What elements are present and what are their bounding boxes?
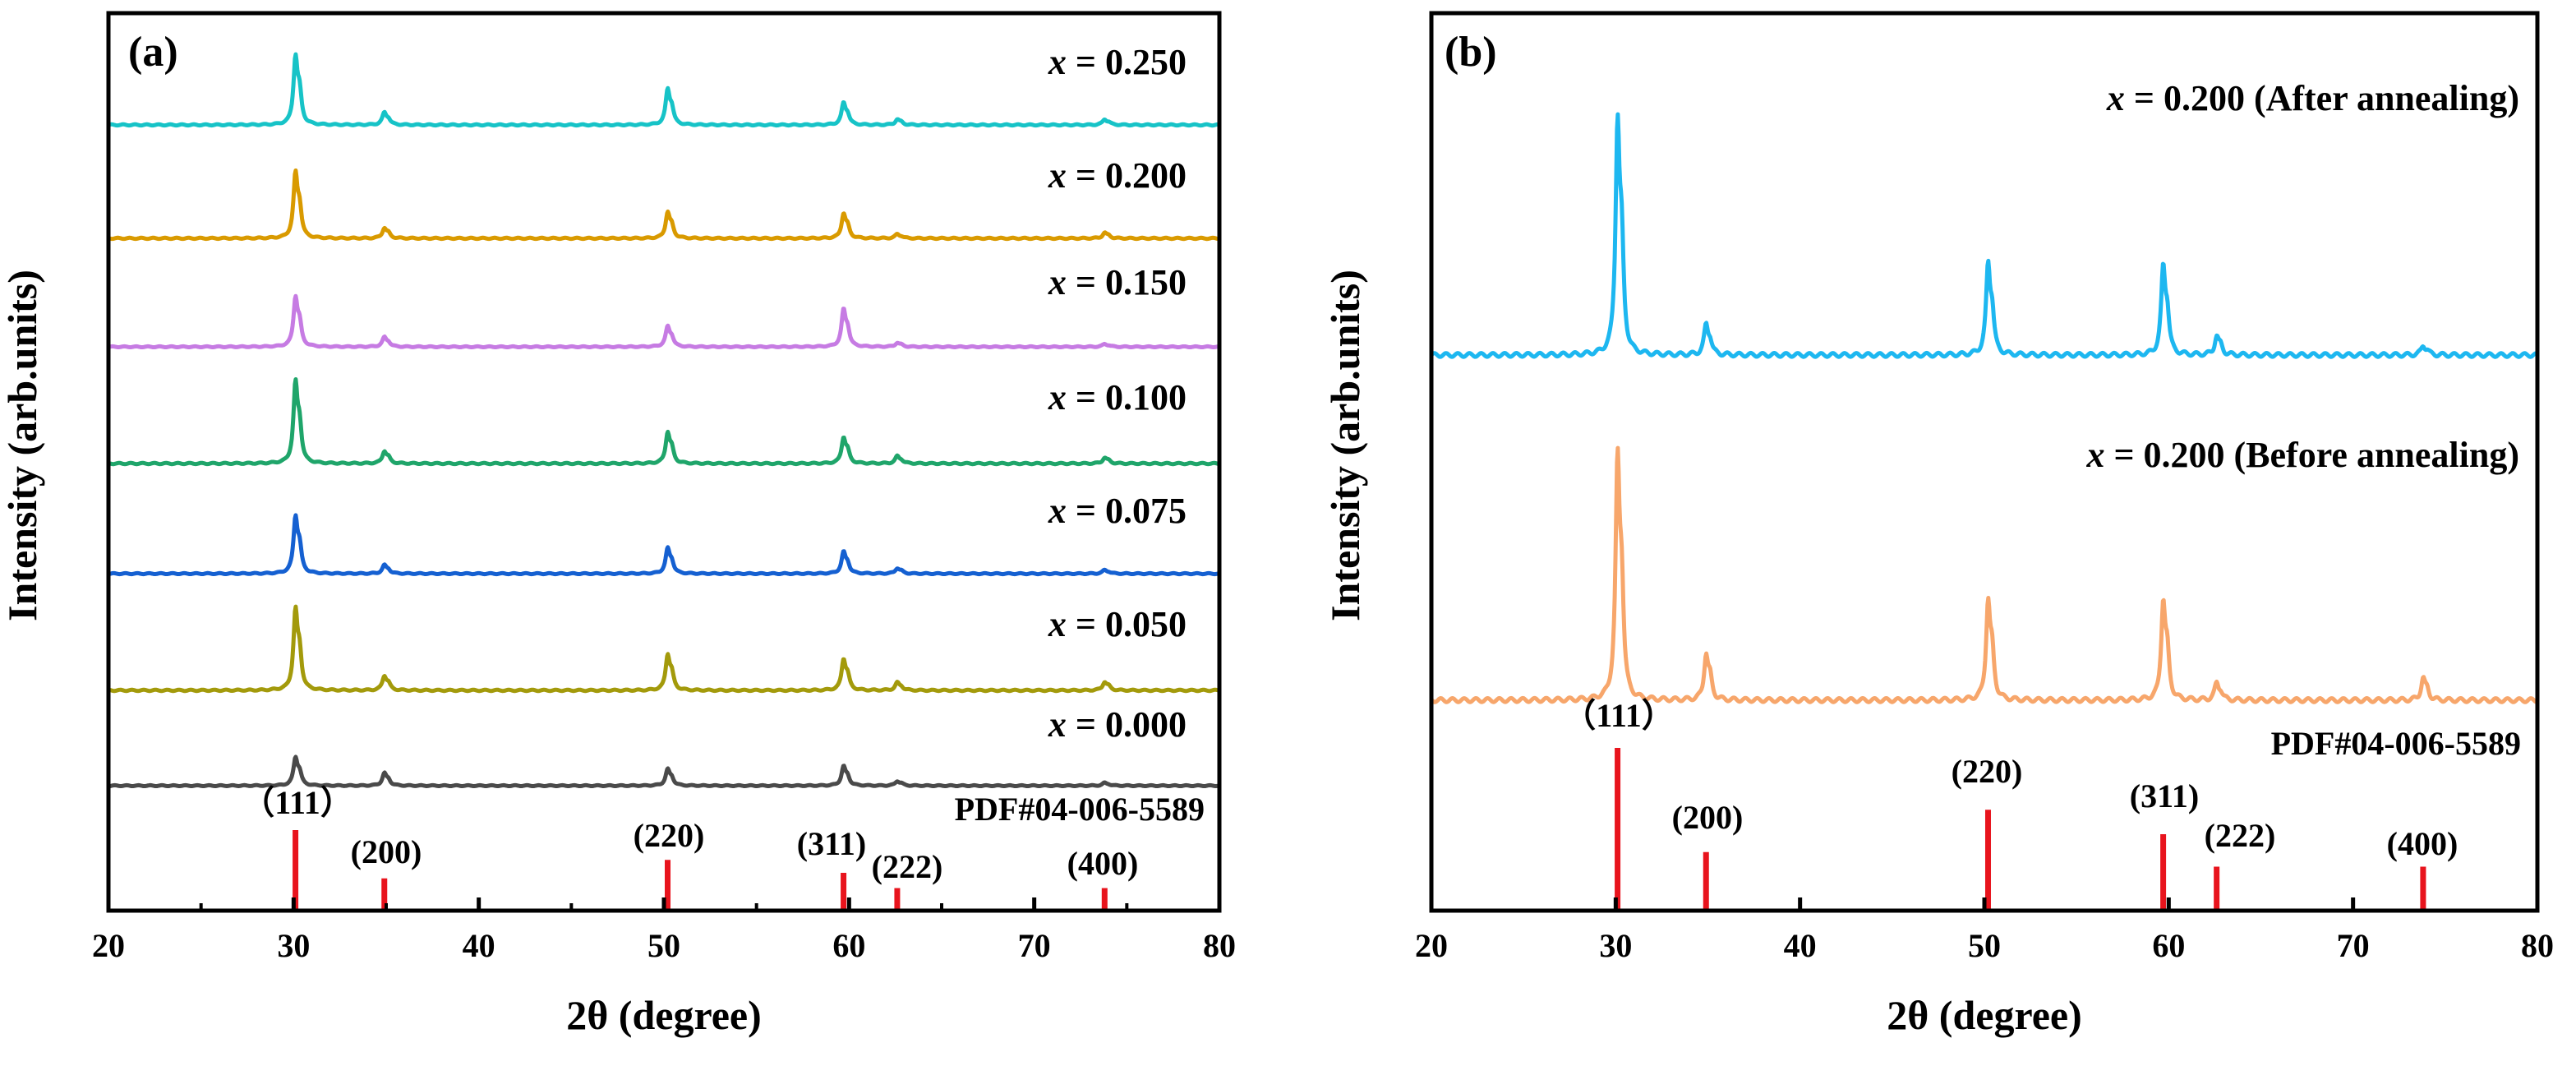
- x-tick-label: 20: [92, 927, 125, 964]
- series-label: x = 0.000: [1048, 704, 1187, 745]
- series-label-value: = 0.200 (Before annealing): [2104, 435, 2519, 475]
- y-axis-label: Intensity (arb.units): [1322, 270, 1368, 621]
- series-line: [107, 604, 1221, 694]
- series-line: [107, 293, 1221, 349]
- x-tick-label: 80: [2521, 927, 2554, 964]
- hkl-label: (400): [1067, 845, 1139, 882]
- y-axis-label: Intensity (arb.units): [0, 270, 45, 621]
- series-label-value: = 0.150: [1067, 262, 1187, 302]
- x-tick-label: 40: [463, 927, 495, 964]
- series-label-value: = 0.200 (After annealing): [2125, 78, 2519, 118]
- x-axis-label: 2θ (degree): [566, 992, 762, 1038]
- hkl-label: (400): [2387, 825, 2458, 862]
- panel-label: (b): [1445, 29, 1497, 76]
- reference-label: PDF#04-006-5589: [955, 791, 1205, 828]
- x-tick-label: 50: [1968, 927, 2001, 964]
- x-tick-label: 60: [832, 927, 865, 964]
- x-tick-label: 30: [1599, 927, 1632, 964]
- series-label-variable: x: [1048, 42, 1067, 82]
- series-label: x = 0.250: [1048, 42, 1187, 82]
- hkl-label: (222): [872, 848, 943, 885]
- x-tick-label: 50: [647, 927, 680, 964]
- x-tick-label: 60: [2152, 927, 2185, 964]
- x-axis-label: 2θ (degree): [1887, 992, 2082, 1038]
- series-label-value: = 0.200: [1067, 155, 1187, 196]
- hkl-label: (311): [2130, 777, 2199, 814]
- series-line: [107, 754, 1221, 788]
- series-label: x = 0.075: [1048, 491, 1187, 531]
- series-line: [1430, 112, 2539, 359]
- series-line: [107, 52, 1221, 128]
- hkl-label: （111）: [1563, 697, 1675, 734]
- series-label-variable: x: [1048, 491, 1067, 531]
- x-tick-label: 30: [277, 927, 310, 964]
- series-label: x = 0.200 (Before annealing): [2085, 435, 2519, 475]
- x-tick-label: 70: [1018, 927, 1051, 964]
- x-tick-label: 70: [2337, 927, 2370, 964]
- series-line: [1430, 445, 2539, 704]
- series-label-variable: x: [1048, 704, 1067, 745]
- hkl-label: (222): [2205, 817, 2276, 854]
- series-label-value: = 0.250: [1067, 42, 1187, 82]
- series-label: x = 0.100: [1048, 377, 1187, 418]
- x-tick-label: 20: [1415, 927, 1448, 964]
- series-label-variable: x: [1048, 377, 1067, 418]
- series-label-value: = 0.050: [1067, 604, 1187, 644]
- x-tick-label: 40: [1784, 927, 1817, 964]
- series-label-variable: x: [1048, 604, 1067, 644]
- panel-b: x = 0.200 (After annealing)x = 0.200 (Be…: [1322, 11, 2554, 1038]
- series-label: x = 0.200: [1048, 155, 1187, 196]
- series-label: x = 0.050: [1048, 604, 1187, 644]
- series-line: [107, 513, 1221, 577]
- series-label-variable: x: [2106, 78, 2125, 118]
- reference-label: PDF#04-006-5589: [2271, 725, 2521, 762]
- series-line: [107, 168, 1221, 242]
- series-line: [107, 377, 1221, 467]
- hkl-label: (200): [1672, 799, 1744, 836]
- hkl-label: (220): [1952, 753, 2023, 790]
- hkl-label: (311): [797, 825, 866, 862]
- series-label-variable: x: [1048, 262, 1067, 302]
- hkl-label: (200): [351, 833, 422, 870]
- series-label-variable: x: [1048, 155, 1067, 196]
- series-label-variable: x: [2085, 435, 2104, 475]
- hkl-label: (220): [634, 817, 705, 854]
- panel-label: (a): [128, 29, 178, 76]
- series-label-value: = 0.100: [1067, 377, 1187, 418]
- series-label: x = 0.200 (After annealing): [2106, 78, 2519, 118]
- x-tick-label: 80: [1203, 927, 1236, 964]
- series-label-value: = 0.075: [1067, 491, 1187, 531]
- series-label-value: = 0.000: [1067, 704, 1187, 745]
- hkl-label: （111）: [242, 784, 353, 821]
- series-label: x = 0.150: [1048, 262, 1187, 302]
